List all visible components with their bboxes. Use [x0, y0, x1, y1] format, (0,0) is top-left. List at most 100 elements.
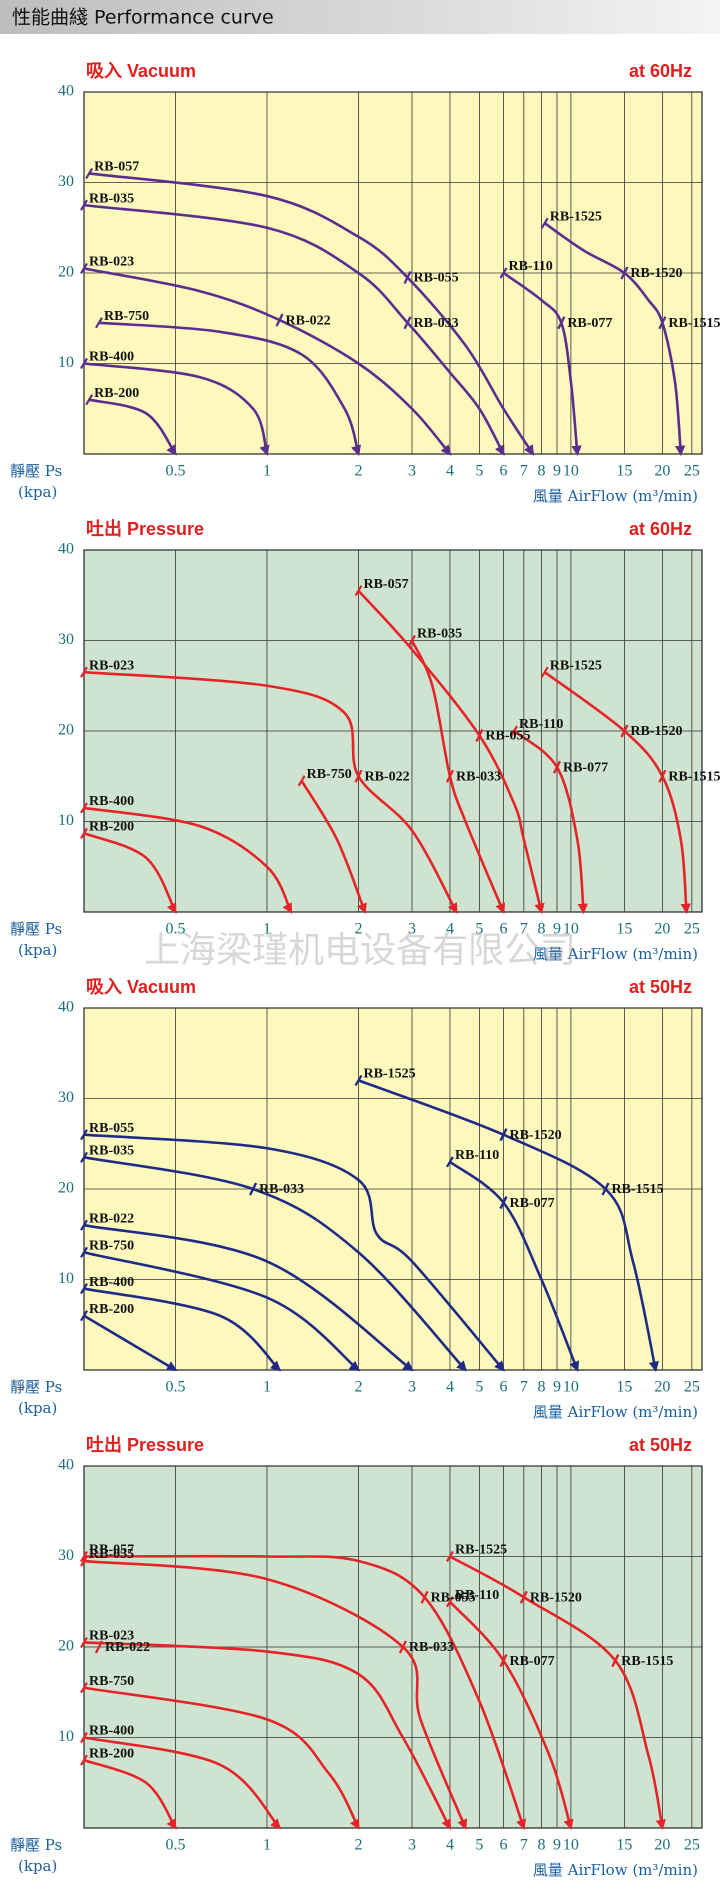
x-tick-label: 2 [354, 463, 362, 480]
curve-label: RB-200 [89, 1302, 134, 1317]
header-bar [0, 0, 720, 34]
performance-curve [98, 321, 361, 456]
x-axis-label: 風量 AirFlow (m³/min) [533, 487, 698, 505]
curve-label: RB-023 [89, 658, 134, 673]
x-tick-label: 0.5 [165, 921, 185, 938]
start-tick [80, 802, 88, 814]
x-tick-label: 20 [654, 921, 670, 938]
chart-subtitle: at 60Hz [629, 519, 692, 539]
x-tick-label: 8 [537, 921, 545, 938]
start-tick [80, 1636, 88, 1649]
marker-label: RB-1515 [612, 1182, 664, 1197]
curve-marker [445, 769, 455, 783]
curve-label: RB-400 [89, 350, 134, 365]
curve-label: RB-1525 [455, 1543, 507, 1558]
marker-label: RB-1520 [509, 1128, 561, 1143]
performance-curve [543, 222, 686, 457]
start-tick [80, 827, 88, 839]
curve-marker [557, 316, 566, 330]
start-tick [85, 394, 94, 406]
x-tick-label: 1 [263, 463, 271, 480]
x-tick-label: 20 [654, 463, 670, 480]
marker-label: RB-1515 [668, 769, 720, 784]
marker-label: RB-1520 [630, 724, 682, 739]
x-axis-label: 風量 AirFlow (m³/min) [533, 1861, 698, 1879]
performance-curve [83, 203, 505, 456]
start-tick [446, 1596, 454, 1608]
marker-label: RB-1515 [668, 316, 720, 331]
y-tick-label: 10 [58, 1270, 74, 1287]
x-tick-label: 0.5 [165, 1837, 185, 1854]
performance-curve [83, 1251, 361, 1372]
marker-label: RB-077 [563, 760, 608, 775]
x-tick-label: 15 [616, 463, 632, 480]
x-tick-label: 15 [616, 921, 632, 938]
curve-label: RB-023 [89, 255, 134, 270]
performance-curve [83, 1554, 526, 1830]
curve-marker [499, 1128, 508, 1142]
x-tick-label: 0.5 [165, 1379, 185, 1396]
curve-label: RB-110 [519, 717, 563, 732]
performance-curve [83, 1133, 505, 1372]
x-tick-label: 5 [475, 1837, 483, 1854]
performance-curve [83, 832, 177, 914]
start-tick [80, 1754, 88, 1766]
x-tick-label: 2 [354, 1379, 362, 1396]
chart-title: 吐出 Pressure [86, 1434, 204, 1455]
curve-marker [248, 1182, 258, 1196]
y-tick-label: 20 [58, 264, 74, 281]
marker-label: RB-1520 [530, 1590, 582, 1605]
start-tick [80, 1682, 88, 1694]
marker-label: RB-022 [105, 1640, 150, 1655]
x-tick-label: 0.5 [165, 463, 185, 480]
x-tick-label: 1 [263, 1379, 271, 1396]
curve-label: RB-057 [363, 577, 408, 592]
start-tick [408, 634, 416, 647]
curve-label: RB-750 [104, 309, 149, 324]
x-tick-label: 3 [408, 1837, 416, 1854]
y-axis-unit: (kpa) [18, 1857, 57, 1875]
performance-curve [88, 398, 177, 456]
x-tick-label: 4 [446, 463, 454, 480]
start-tick [354, 585, 363, 597]
performance-curve [83, 670, 458, 914]
y-tick-label: 30 [58, 1089, 74, 1106]
start-tick [80, 1151, 88, 1163]
curve-marker [620, 724, 629, 738]
marker-label: RB-022 [364, 769, 409, 784]
performance-curve [83, 1156, 467, 1372]
marker-label: RB-055 [485, 729, 530, 744]
start-tick [540, 217, 549, 229]
performance-curve [449, 1160, 580, 1372]
y-tick-label: 20 [58, 722, 74, 739]
curve-label: RB-023 [89, 1629, 134, 1644]
curve-label: RB-750 [89, 1239, 134, 1254]
y-tick-label: 20 [58, 1638, 74, 1655]
start-tick [80, 262, 88, 275]
marker-label: RB-1520 [630, 266, 682, 281]
marker-label: RB-022 [286, 313, 331, 328]
performance-curve [83, 1223, 414, 1372]
x-tick-label: 2 [354, 1837, 362, 1854]
chart-subtitle: at 50Hz [629, 977, 692, 997]
chart-subtitle: at 60Hz [629, 61, 692, 81]
curve-label: RB-035 [89, 191, 134, 206]
start-tick [80, 1219, 88, 1231]
curve-label: RB-035 [89, 1547, 134, 1562]
x-tick-label: 6 [499, 921, 507, 938]
x-tick-label: 9 [553, 1837, 561, 1854]
curve-label: RB-400 [89, 1275, 134, 1290]
x-tick-label: 10 [563, 1837, 579, 1854]
start-tick [80, 357, 88, 370]
marker-label: RB-033 [409, 1640, 454, 1655]
y-tick-label: 30 [58, 631, 74, 648]
y-axis-unit: (kpa) [18, 941, 57, 959]
x-tick-label: 6 [499, 1837, 507, 1854]
curve-label: RB-110 [455, 1588, 499, 1603]
marker-label: RB-033 [456, 769, 501, 784]
x-tick-label: 20 [654, 1837, 670, 1854]
start-tick [499, 267, 508, 279]
curve-label: RB-110 [455, 1148, 499, 1163]
x-tick-label: 2 [354, 921, 362, 938]
